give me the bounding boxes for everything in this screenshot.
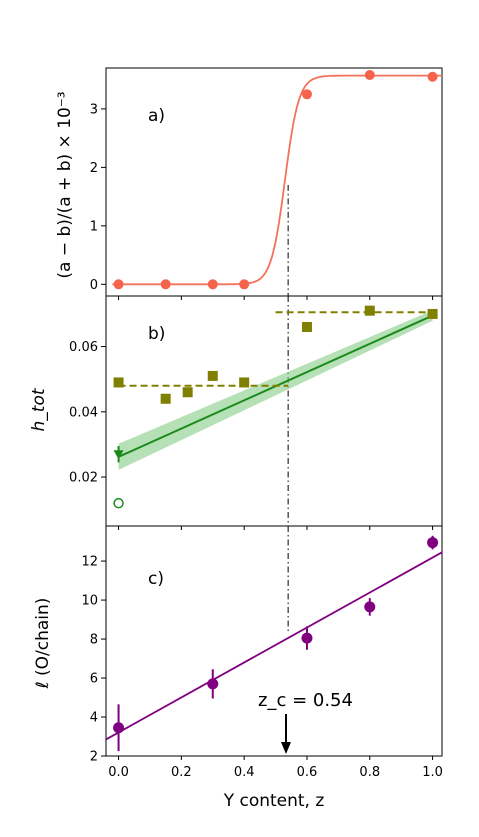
y-tick-label: 0 xyxy=(90,278,98,293)
x-tick-label: 0.2 xyxy=(171,765,192,780)
y-tick-label: 0.06 xyxy=(69,340,98,355)
y-tick-label: 8 xyxy=(90,633,98,648)
panel-b-square-marker xyxy=(427,308,438,319)
panel-b-square-marker xyxy=(207,370,218,381)
panel-b-label: b) xyxy=(148,324,165,344)
zc-arrow-head xyxy=(281,742,291,754)
panel-b-square-marker xyxy=(239,377,250,388)
y-tick-label: 2 xyxy=(90,161,98,176)
panel-a-point xyxy=(427,71,438,82)
panel-a-label: a) xyxy=(148,106,165,126)
x-tick-label: 0.0 xyxy=(108,765,129,780)
y-tick-label: 12 xyxy=(81,555,98,570)
panel-c-frame xyxy=(105,525,443,757)
x-axis-label: Y content, z xyxy=(223,791,325,811)
panel-b-square-marker xyxy=(301,321,312,332)
panel-c-point xyxy=(427,537,439,549)
panel-b-triangle-marker xyxy=(113,450,124,460)
y-tick-label: 2 xyxy=(90,750,98,765)
panel-a-point xyxy=(113,279,124,290)
panel-a-point xyxy=(160,279,171,290)
panel-a-point xyxy=(239,279,250,290)
panel-b-open-circle-marker xyxy=(113,497,124,509)
y-tick-label: 1 xyxy=(90,219,98,234)
panel-b-confidence-band xyxy=(118,310,433,470)
panel-b-square-marker xyxy=(160,393,171,404)
panel-b-square-marker xyxy=(113,377,124,388)
panel-b-square-marker xyxy=(364,305,375,316)
x-tick-label: 0.4 xyxy=(234,765,255,780)
y-tick-label: 3 xyxy=(90,102,98,117)
panel-c-point xyxy=(364,601,376,613)
panel-b-square-marker xyxy=(182,387,193,398)
y-tick-label: 6 xyxy=(90,672,98,687)
panel-c-label: c) xyxy=(148,569,164,589)
zc-annotation: z_c = 0.54 xyxy=(258,690,353,711)
panel-c-point xyxy=(207,678,219,690)
panel-c-point xyxy=(301,632,313,644)
panel-b-ylabel: h_tot xyxy=(29,387,49,431)
x-tick-label: 0.8 xyxy=(359,765,380,780)
panel-a-frame xyxy=(105,67,443,297)
panel-a-point xyxy=(207,279,218,290)
y-tick-label: 10 xyxy=(81,594,98,609)
panel-c-point xyxy=(113,722,125,734)
y-tick-label: 0.02 xyxy=(69,471,98,486)
panel-a-ylabel: (a − b)/(a + b) × 10⁻³ xyxy=(55,91,75,278)
panel-c-fit-line xyxy=(105,551,443,741)
y-tick-label: 0.04 xyxy=(69,405,98,420)
panel-c-ylabel: ℓ (O/chain) xyxy=(33,598,53,690)
panel-a-point xyxy=(301,89,312,100)
panel-a-point xyxy=(364,70,375,81)
x-tick-label: 0.6 xyxy=(297,765,318,780)
x-tick-label: 1.0 xyxy=(422,765,443,780)
y-tick-label: 4 xyxy=(90,711,98,726)
